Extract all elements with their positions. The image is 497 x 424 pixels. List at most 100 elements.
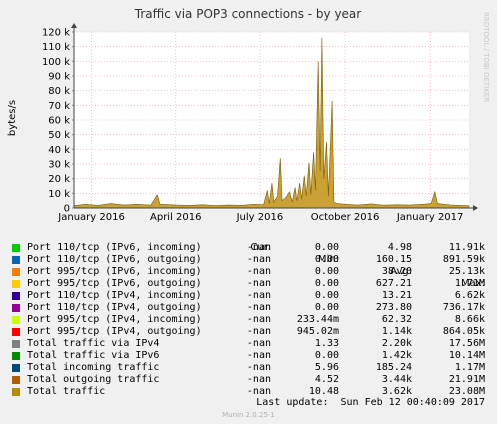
legend-cur-value: -nan: [246, 374, 271, 385]
legend-swatch: [12, 304, 20, 312]
legend-max-value: 1.17M: [454, 362, 485, 373]
legend-max-value: 6.62k: [454, 290, 485, 301]
legend-max-value: 1.71M: [454, 278, 485, 289]
legend-series-name: Total incoming traffic: [27, 362, 160, 373]
y-tick-label: 50 k: [48, 130, 70, 141]
legend-cur-value: -nan: [246, 266, 271, 277]
legend-cur-value: -nan: [246, 362, 271, 373]
legend-min-value: 0.00: [314, 290, 339, 301]
legend-row: Total outgoing traffic -nan 4.52 3.44k 21.91…: [0, 374, 497, 386]
legend-cur-value: -nan: [246, 338, 271, 349]
legend-max-value: 21.91M: [448, 374, 485, 385]
legend-min-value: 4.52: [314, 374, 339, 385]
x-tick-label: April 2016: [150, 212, 201, 223]
legend-min-value: 10.48: [308, 386, 339, 397]
legend-min-value: 0.00: [314, 302, 339, 313]
traffic-chart: Traffic via POP3 connections - by year b…: [7, 7, 490, 223]
legend-avg-value: 273.80: [375, 302, 412, 313]
legend-min-value: 5.96: [314, 362, 339, 373]
legend-cur-value: -nan: [246, 278, 271, 289]
legend-min-value: 1.33: [314, 338, 339, 349]
x-tick-label: January 2017: [396, 212, 464, 223]
legend-series-name: Port 995/tcp (IPv6, outgoing): [27, 278, 202, 289]
x-tick-label: July 2016: [236, 212, 284, 223]
legend-series-name: Total traffic: [27, 386, 106, 397]
x-tick-label: January 2016: [57, 212, 125, 223]
legend-series-name: Port 995/tcp (IPv4, outgoing): [27, 326, 202, 337]
y-tick-label: 10 k: [48, 189, 70, 200]
legend-header: Cur: Min: Avg: Max:: [0, 230, 497, 289]
legend-swatch: [12, 376, 20, 384]
legend-max-value: 25.13k: [448, 266, 485, 277]
munin-version: Munin 2.0.25-1: [222, 411, 275, 419]
legend-avg-value: 1.42k: [381, 350, 412, 361]
x-axis-arrow: [473, 205, 478, 211]
legend-max-value: 736.17k: [442, 302, 485, 313]
legend-series-name: Port 110/tcp (IPv4, outgoing): [27, 302, 202, 313]
y-tick-label: 0: [64, 204, 70, 215]
x-tick-label: October 2016: [311, 212, 380, 223]
y-tick-label: 120 k: [42, 28, 70, 39]
legend-max-value: 23.08M: [448, 386, 485, 397]
legend-avg-value: 13.21: [381, 290, 412, 301]
plot-area: [74, 32, 469, 208]
legend-swatch: [12, 292, 20, 300]
legend-min-value: 945.02m: [296, 326, 339, 337]
legend-swatch: [12, 280, 20, 288]
y-tick-label: 40 k: [48, 145, 70, 156]
y-tick-label: 90 k: [48, 72, 70, 83]
header-avg: Avg:: [390, 266, 412, 277]
legend-series-name: Port 110/tcp (IPv6, incoming): [27, 242, 202, 253]
y-tick-label: 30 k: [48, 160, 70, 171]
legend-row: Port 995/tcp (IPv4, incoming) -nan 233.44m…: [0, 314, 497, 326]
legend-series-name: Total traffic via IPv6: [27, 350, 160, 361]
y-tick-label: 100 k: [42, 57, 70, 68]
legend-cur-value: -nan: [246, 350, 271, 361]
watermark: RRDTOOL / TOBI OETIKER: [482, 12, 490, 102]
legend-max-value: 17.56M: [448, 338, 485, 349]
legend-row: Port 110/tcp (IPv6, incoming) -nan 0.00 4.9…: [0, 242, 497, 254]
legend-swatch: [12, 328, 20, 336]
legend-row: Total traffic -nan 10.48 3.62k 23.08M: [0, 386, 497, 398]
legend-min-value: 0.00: [314, 350, 339, 361]
legend-cur-value: -nan: [246, 326, 271, 337]
last-update: Last update: Sun Feb 12 00:40:09 2017: [256, 397, 485, 408]
legend-max-value: 10.14M: [448, 350, 485, 361]
legend-avg-value: 2.20k: [381, 338, 412, 349]
legend-row: Port 110/tcp (IPv4, outgoing) -nan 0.00 273…: [0, 302, 497, 314]
legend-cur-value: -nan: [246, 290, 271, 301]
y-tick-label: 80 k: [48, 86, 70, 97]
legend-cur-value: -nan: [246, 242, 271, 253]
y-tick-label: 20 k: [48, 174, 70, 185]
legend-cur-value: -nan: [246, 254, 271, 265]
header-min: Min:: [317, 254, 339, 265]
y-tick-label: 110 k: [42, 42, 70, 53]
legend-series-name: Total outgoing traffic: [27, 374, 160, 385]
legend-max-value: 891.59k: [442, 254, 485, 265]
legend-max-value: 864.05k: [442, 326, 485, 337]
legend-swatch: [12, 364, 20, 372]
legend-swatch: [12, 268, 20, 276]
y-tick-label: 70 k: [48, 101, 70, 112]
chart-title: Traffic via POP3 connections - by year: [134, 7, 362, 21]
y-axis-arrow: [71, 23, 77, 28]
legend-series-name: Port 110/tcp (IPv6, outgoing): [27, 254, 202, 265]
legend-row: Port 995/tcp (IPv6, outgoing) -nan 0.00 627…: [0, 278, 497, 290]
legend-avg-value: 185.24: [375, 362, 412, 373]
legend-avg-value: 4.98: [387, 242, 412, 253]
legend-avg-value: 3.62k: [381, 386, 412, 397]
legend-avg-value: 627.21: [375, 278, 412, 289]
legend-row: Total traffic via IPv4 -nan 1.33 2.20k 17.56…: [0, 338, 497, 350]
legend-cur-value: -nan: [246, 314, 271, 325]
legend-avg-value: 62.32: [381, 314, 412, 325]
legend-avg-value: 38.20: [381, 266, 412, 277]
legend-series-name: Port 995/tcp (IPv6, incoming): [27, 266, 202, 277]
header-cur: Cur:: [250, 242, 271, 253]
legend-row: Total incoming traffic -nan 5.96 185.24 1.17…: [0, 362, 497, 374]
legend-cur-value: -nan: [246, 386, 271, 397]
legend-series-name: Port 995/tcp (IPv4, incoming): [27, 314, 202, 325]
legend-avg-value: 160.15: [375, 254, 412, 265]
legend-row: Port 110/tcp (IPv6, outgoing) -nan 0.00 160…: [0, 254, 497, 266]
legend-cur-value: -nan: [246, 302, 271, 313]
